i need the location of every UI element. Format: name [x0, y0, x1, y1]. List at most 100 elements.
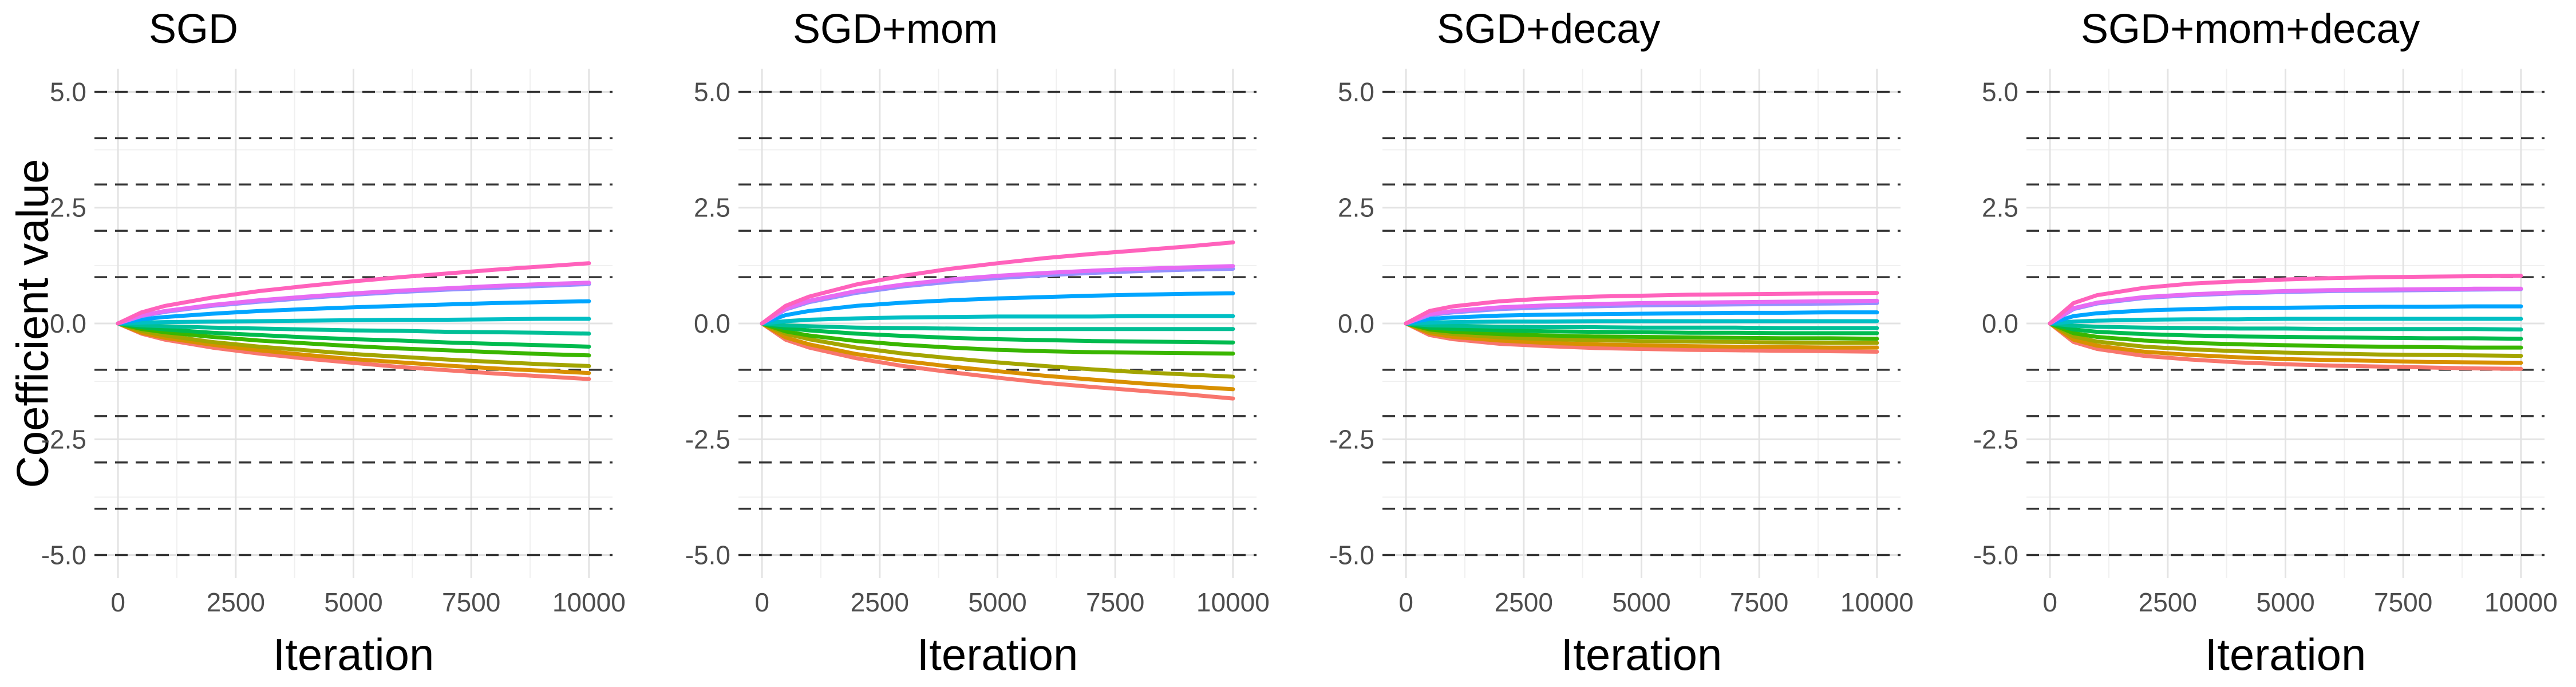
series-line-8 — [2048, 304, 2523, 326]
x-tick-label: 5000 — [968, 587, 1026, 617]
x-tick-label: 5000 — [2256, 587, 2314, 617]
x-tick-label: 2500 — [207, 587, 265, 617]
series-line-3 — [116, 321, 591, 368]
panel-sgd-mom-decay: SGD+mom+decay -5.0 -2.5 0.0 2.5 5.0 0 2500 5000… — [1932, 0, 2576, 687]
x-tick-label: 10000 — [2484, 587, 2558, 617]
series-line-4 — [116, 321, 591, 358]
reference-lines — [1382, 90, 1901, 556]
series-line-11 — [1404, 291, 1879, 326]
series-line-7 — [2048, 317, 2523, 326]
y-tick-label: 5.0 — [694, 77, 730, 106]
x-tick-label: 2500 — [1495, 587, 1553, 617]
panel-sgd: SGD -5.0 -2.5 0.0 2.5 5.0 0 2500 5000 7500 10000 I… — [0, 0, 644, 687]
series-line-10 — [116, 281, 591, 326]
y-tick-labels: -5.0 -2.5 0.0 2.5 5.0 — [1329, 77, 1374, 570]
series-line-5 — [1404, 321, 1879, 335]
x-axis-label: Iteration — [917, 629, 1078, 680]
series-lines — [116, 261, 591, 381]
panel-sgd-decay: SGD+decay -5.0 -2.5 0.0 2.5 5.0 0 2500 5000 7500… — [1288, 0, 1932, 687]
panel-title: SGD+mom — [793, 6, 998, 52]
reference-lines — [94, 90, 613, 556]
series-line-3 — [2048, 321, 2523, 358]
series-line-10 — [2048, 286, 2523, 326]
series-line-5 — [116, 321, 591, 349]
x-tick-labels: 0 2500 5000 7500 10000 — [2042, 587, 2557, 617]
x-tick-label: 7500 — [1086, 587, 1144, 617]
y-tick-label: 0.0 — [1338, 309, 1374, 338]
series-line-7 — [1404, 319, 1879, 326]
series-line-3 — [1404, 321, 1879, 345]
series-line-8 — [1404, 310, 1879, 326]
panel-title: SGD+mom+decay — [2081, 6, 2420, 52]
series-line-6 — [2048, 321, 2523, 331]
x-tick-label: 7500 — [2374, 587, 2432, 617]
series-line-1 — [760, 321, 1235, 401]
y-tick-label: 2.5 — [694, 193, 730, 223]
series-line-11 — [760, 240, 1235, 326]
x-tick-label: 10000 — [1840, 587, 1914, 617]
x-axis-label: Iteration — [2205, 629, 2366, 680]
y-tick-label: 5.0 — [1982, 77, 2018, 106]
x-tick-label: 0 — [754, 587, 769, 617]
x-axis-label: Iteration — [1561, 629, 1722, 680]
series-line-10 — [1404, 298, 1879, 326]
series-line-5 — [760, 321, 1235, 345]
y-tick-label: 0.0 — [694, 309, 730, 338]
x-tick-label: 5000 — [1612, 587, 1670, 617]
plot-area: -5.0 -2.5 0.0 2.5 5.0 0 2500 5000 7500 10000 Itera… — [1329, 69, 1914, 680]
y-tick-label: 2.5 — [50, 193, 86, 223]
series-line-8 — [760, 291, 1235, 326]
x-tick-label: 2500 — [2139, 587, 2197, 617]
y-tick-label: 0.0 — [50, 309, 86, 338]
x-tick-labels: 0 2500 5000 7500 10000 — [1398, 587, 1913, 617]
x-tick-label: 10000 — [1196, 587, 1270, 617]
y-tick-labels: -5.0 -2.5 0.0 2.5 5.0 — [1973, 77, 2018, 570]
y-tick-label: 2.5 — [1338, 193, 1374, 223]
series-line-6 — [116, 321, 591, 336]
plot-area: -5.0 -2.5 0.0 2.5 5.0 0 2500 5000 7500 10000 Itera… — [1973, 69, 2558, 680]
series-line-2 — [116, 321, 591, 376]
x-tick-label: 0 — [1398, 587, 1413, 617]
x-tick-label: 5000 — [324, 587, 382, 617]
series-line-11 — [2048, 274, 2523, 326]
y-tick-label: -2.5 — [685, 424, 730, 454]
x-axis-label: Iteration — [273, 629, 434, 680]
y-tick-label: -5.0 — [41, 540, 86, 570]
gridlines — [738, 69, 1257, 578]
series-line-4 — [1404, 321, 1879, 341]
series-line-6 — [1404, 321, 1879, 330]
x-tick-label: 7500 — [442, 587, 500, 617]
y-tick-labels: -5.0 -2.5 0.0 2.5 5.0 — [41, 77, 86, 570]
series-line-7 — [116, 317, 591, 326]
panel-sgd-mom: SGD+mom -5.0 -2.5 0.0 2.5 5.0 0 2500 5000 7500 10… — [644, 0, 1288, 687]
panel-title: SGD+decay — [1437, 6, 1661, 52]
x-tick-label: 0 — [110, 587, 125, 617]
series-line-11 — [116, 261, 591, 326]
series-line-3 — [760, 321, 1235, 379]
series-lines — [760, 240, 1235, 401]
x-tick-label: 7500 — [1730, 587, 1788, 617]
plot-area: -5.0 -2.5 0.0 2.5 5.0 0 2500 5000 7500 10000 Itera… — [685, 69, 1270, 680]
y-tick-labels: -5.0 -2.5 0.0 2.5 5.0 — [685, 77, 730, 570]
y-tick-label: 5.0 — [50, 77, 86, 106]
series-lines — [1404, 291, 1879, 354]
x-tick-label: 0 — [2042, 587, 2057, 617]
y-tick-label: -2.5 — [41, 424, 86, 454]
panel-title: SGD — [149, 6, 239, 52]
reference-lines — [2026, 90, 2545, 556]
series-line-1 — [1404, 321, 1879, 354]
series-lines — [2048, 274, 2523, 371]
gridlines — [2026, 69, 2545, 578]
series-line-7 — [760, 314, 1235, 326]
series-line-4 — [760, 321, 1235, 356]
y-tick-label: -5.0 — [1329, 540, 1374, 570]
series-line-2 — [2048, 321, 2523, 365]
series-line-2 — [1404, 321, 1879, 350]
x-tick-label: 2500 — [851, 587, 909, 617]
y-tick-label: 0.0 — [1982, 309, 2018, 338]
series-line-10 — [760, 264, 1235, 326]
x-tick-label: 10000 — [552, 587, 626, 617]
y-tick-label: 2.5 — [1982, 193, 2018, 223]
reference-lines — [738, 90, 1257, 556]
